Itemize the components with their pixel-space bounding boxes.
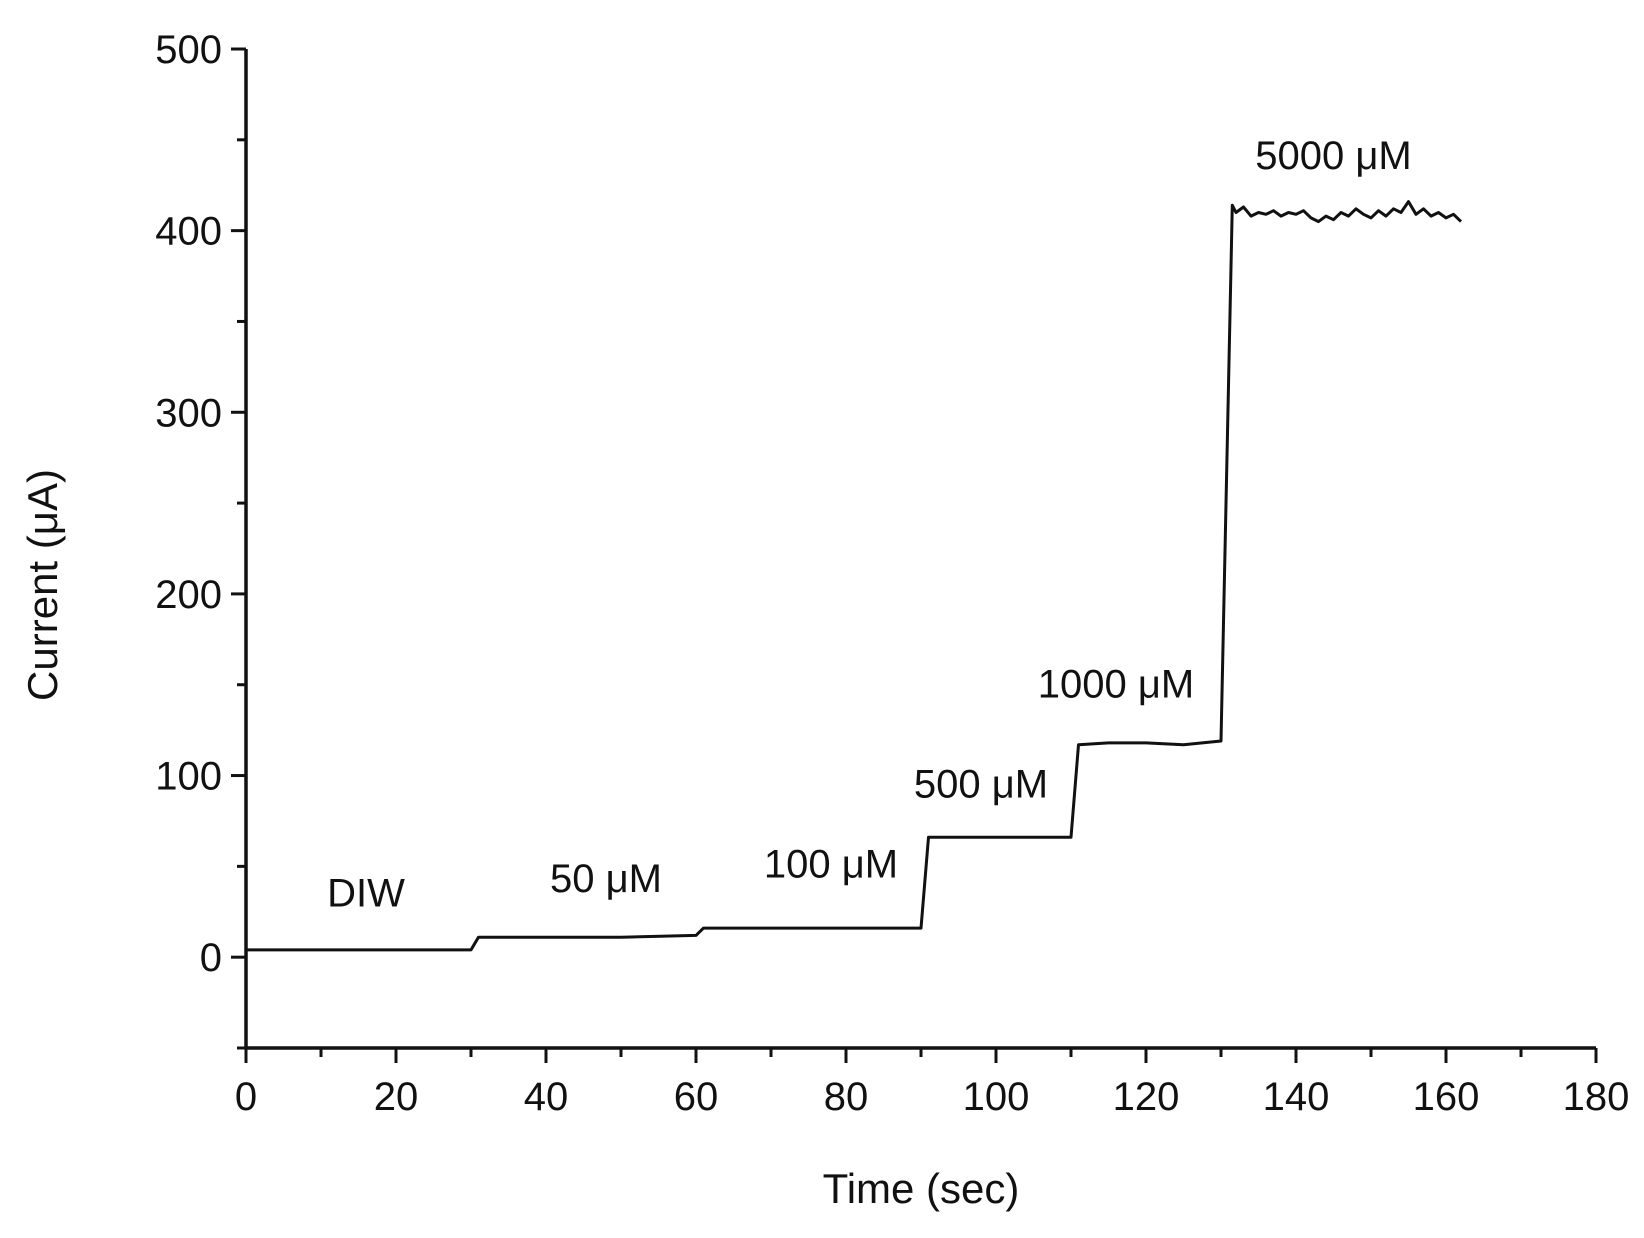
x-axis-title: Time (sec) [823, 1165, 1020, 1212]
x-tick-label: 0 [235, 1075, 257, 1119]
annotation-label: 1000 μM [1038, 662, 1194, 706]
axes: 0 100 200 300 400 500 0 20 40 60 80 100 120 140 160 180 [155, 28, 1629, 1119]
y-tick-label: 300 [155, 391, 222, 435]
annotation-label: 500 μM [914, 762, 1048, 806]
x-tick-label: 160 [1413, 1075, 1480, 1119]
x-tick-label: 140 [1263, 1075, 1330, 1119]
x-tick-label: 180 [1563, 1075, 1630, 1119]
annotation-label: DIW [327, 871, 405, 915]
annotation-label: 100 μM [764, 842, 898, 886]
x-tick-label: 100 [963, 1075, 1030, 1119]
y-axis-title: Current (μA) [19, 469, 66, 701]
y-tick-label: 0 [200, 936, 222, 980]
x-tick-label: 60 [674, 1075, 719, 1119]
plot-series [246, 200, 1463, 952]
x-tick-label: 120 [1113, 1075, 1180, 1119]
y-tick-label: 500 [155, 28, 222, 72]
y-tick-label: 200 [155, 573, 222, 617]
y-tick-label: 400 [155, 210, 222, 254]
x-tick-label: 20 [374, 1075, 419, 1119]
annotation-label: 50 μM [550, 857, 662, 901]
x-tick-label: 40 [524, 1075, 569, 1119]
x-tick-label: 80 [824, 1075, 869, 1119]
series-line [246, 200, 1463, 952]
y-tick-label: 100 [155, 755, 222, 799]
annotation-label: 5000 μM [1255, 134, 1411, 178]
annotations: DIW 50 μM 100 μM 500 μM 1000 μM 5000 μM [327, 134, 1412, 915]
